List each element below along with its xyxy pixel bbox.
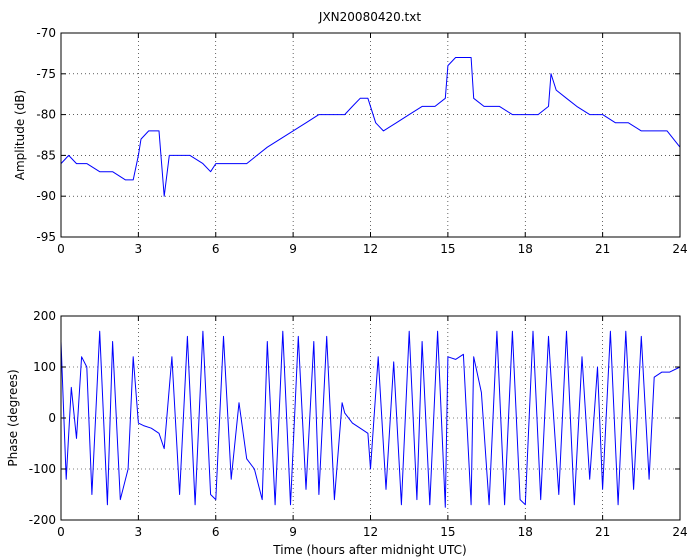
y-tick-label: -85 <box>36 148 56 162</box>
x-tick-label: 3 <box>135 242 143 256</box>
x-tick-label: 21 <box>595 525 610 539</box>
amplitude-y-axis-label: Amplitude (dB) <box>13 90 27 181</box>
y-tick-label: -80 <box>36 108 56 122</box>
phase-chart: 0 3 6 9 12 15 18 21 24 -200 -100 0 100 200 Phase (de… <box>6 309 688 557</box>
series-line <box>60 330 681 508</box>
figure-title: JXN20080420.txt <box>318 10 421 24</box>
y-tick-label: -75 <box>36 67 56 81</box>
x-tick-label: 0 <box>57 242 65 256</box>
x-tick-label: 18 <box>518 525 533 539</box>
x-tick-label: 15 <box>440 242 455 256</box>
amplitude-plot-area <box>61 33 680 237</box>
y-tick-label: 0 <box>48 411 56 425</box>
y-tick-label: 200 <box>33 309 56 323</box>
amplitude-chart: 0 3 6 9 12 15 18 21 24 -95 -90 -85 -80 -75 -70 Amplit… <box>13 26 688 256</box>
amplitude-x-ticks: 0 3 6 9 12 15 18 21 24 <box>57 33 688 256</box>
y-tick-label: -200 <box>29 513 56 527</box>
y-tick-label: -70 <box>36 26 56 40</box>
x-tick-label: 15 <box>440 525 455 539</box>
x-tick-label: 24 <box>672 242 687 256</box>
phase-y-axis-label: Phase (degrees) <box>6 369 20 466</box>
x-tick-label: 12 <box>363 525 378 539</box>
amplitude-y-ticks: -95 -90 -85 -80 -75 -70 <box>36 26 680 244</box>
phase-x-ticks: 0 3 6 9 12 15 18 21 24 <box>57 316 688 539</box>
x-tick-label: 18 <box>518 242 533 256</box>
x-tick-label: 12 <box>363 242 378 256</box>
x-tick-label: 0 <box>57 525 65 539</box>
x-tick-label: 9 <box>289 242 297 256</box>
x-tick-label: 21 <box>595 242 610 256</box>
phase-plot-area <box>61 316 680 520</box>
y-tick-label: -90 <box>36 189 56 203</box>
phase-x-axis-label: Time (hours after midnight UTC) <box>272 543 466 557</box>
y-tick-label: -95 <box>36 230 56 244</box>
x-tick-label: 3 <box>135 525 143 539</box>
amplitude-series <box>60 57 681 197</box>
y-tick-label: 100 <box>33 360 56 374</box>
phase-series <box>60 330 681 508</box>
x-tick-label: 6 <box>212 242 220 256</box>
series-line <box>60 57 681 197</box>
phase-y-ticks: -200 -100 0 100 200 <box>29 309 680 527</box>
x-tick-label: 24 <box>672 525 687 539</box>
x-tick-label: 6 <box>212 525 220 539</box>
y-tick-label: -100 <box>29 462 56 476</box>
x-tick-label: 9 <box>289 525 297 539</box>
